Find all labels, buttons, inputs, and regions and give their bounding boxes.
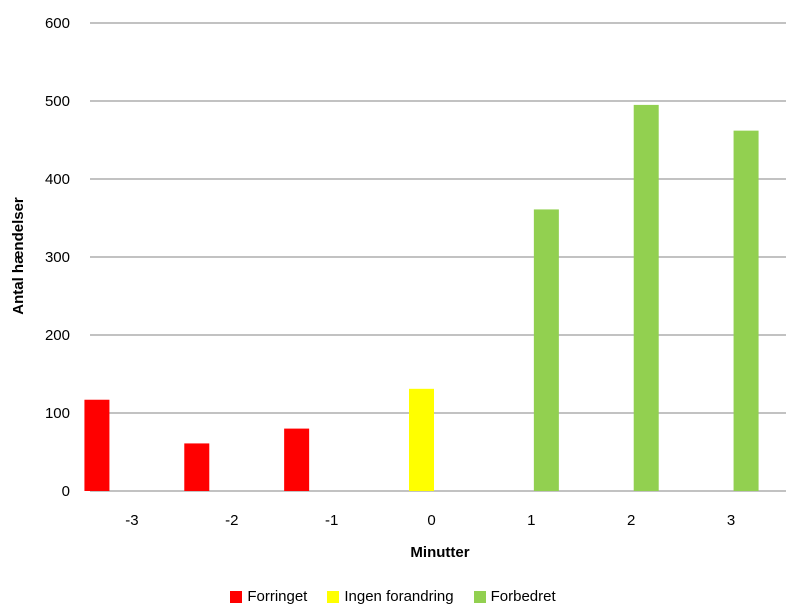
legend-label-forringet: Forringet xyxy=(247,588,308,605)
legend-item-forbedret: Forbedret xyxy=(473,588,556,605)
legend-label-ingen-forandring: Ingen forandring xyxy=(344,588,454,605)
legend-label-forbedret: Forbedret xyxy=(490,588,556,605)
bars xyxy=(84,104,759,492)
bar-forbedret-3 xyxy=(733,130,759,491)
x-tick-labels: -3 -2 -1 0 1 2 3 xyxy=(125,512,735,529)
y-tick-label: 100 xyxy=(45,405,70,422)
y-tick-label: 500 xyxy=(45,93,70,110)
y-tick-labels: 0 100 200 300 400 500 600 xyxy=(45,15,70,500)
x-axis-title: Minutter xyxy=(410,544,469,561)
bar-forringet--1 xyxy=(284,428,310,491)
bar-ingen-forandring-0 xyxy=(409,388,434,491)
legend-item-ingen-forandring: Ingen forandring xyxy=(327,588,454,605)
legend: Forringet Ingen forandring Forbedret xyxy=(0,588,786,605)
x-tick-label: 2 xyxy=(627,512,635,529)
y-tick-label: 200 xyxy=(45,327,70,344)
y-tick-label: 0 xyxy=(62,483,70,500)
bar-chart: 0 100 200 300 400 500 600 -3 -2 -1 0 1 2 3 Antal hæn… xyxy=(10,15,786,561)
y-tick-label: 400 xyxy=(45,171,70,188)
x-tick-label: -3 xyxy=(125,512,138,529)
x-tick-label: -2 xyxy=(225,512,238,529)
y-tick-label: 600 xyxy=(45,15,70,32)
legend-swatch-ingen-forandring xyxy=(327,590,340,603)
bar-forringet--2 xyxy=(184,443,210,491)
y-axis-title: Antal hændelser xyxy=(10,197,27,315)
gridlines xyxy=(90,22,786,492)
legend-swatch-forringet xyxy=(230,590,243,603)
legend-swatch-forbedret xyxy=(473,590,486,603)
bar-forbedret-2 xyxy=(633,104,659,492)
bar-forbedret-1 xyxy=(533,209,559,492)
x-tick-label: 3 xyxy=(727,512,735,529)
x-tick-label: 1 xyxy=(527,512,535,529)
bar-forringet--3 xyxy=(84,399,110,491)
legend-item-forringet: Forringet xyxy=(230,588,307,605)
x-tick-label: -1 xyxy=(325,512,338,529)
x-tick-label: 0 xyxy=(427,512,435,529)
y-tick-label: 300 xyxy=(45,249,70,266)
